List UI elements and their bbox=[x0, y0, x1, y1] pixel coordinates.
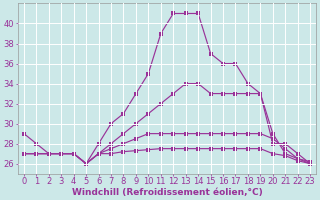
X-axis label: Windchill (Refroidissement éolien,°C): Windchill (Refroidissement éolien,°C) bbox=[72, 188, 262, 197]
